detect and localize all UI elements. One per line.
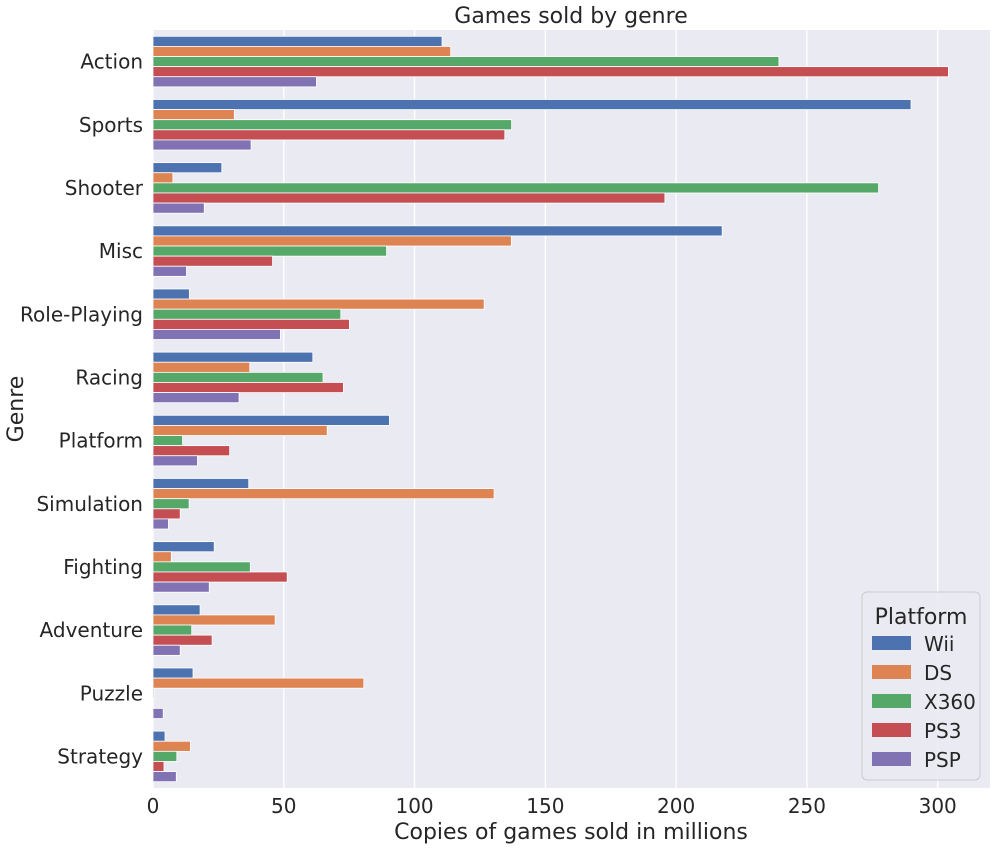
bar — [152, 361, 251, 373]
bar — [152, 435, 183, 447]
bar — [152, 192, 666, 204]
legend-items: Wii DS X360 PS3 PSP — [872, 632, 976, 772]
bar — [152, 687, 155, 699]
bar — [152, 425, 328, 436]
y-axis-label: Genre — [4, 376, 29, 443]
legend-swatch — [872, 752, 911, 766]
legend-label: PS3 — [924, 719, 961, 743]
x-tick-labels: 0 50 100 150 200 250 300 — [147, 794, 957, 818]
bar — [152, 571, 288, 583]
y-tick-label: Strategy — [57, 744, 143, 768]
x-tick-label: 300 — [919, 794, 957, 818]
y-tick-label: Misc — [99, 239, 143, 263]
chart-title: Games sold by genre — [454, 4, 687, 29]
bar — [152, 46, 452, 57]
bar — [152, 162, 223, 174]
y-tick-label: Adventure — [40, 618, 143, 642]
y-tick-label: Racing — [75, 365, 143, 389]
bar — [152, 541, 215, 553]
bar — [152, 614, 276, 626]
bar — [152, 761, 165, 772]
legend-swatch — [872, 723, 911, 737]
bar — [152, 318, 350, 330]
bar — [152, 455, 198, 467]
x-tick-label: 250 — [788, 794, 826, 818]
bar — [152, 308, 342, 320]
y-tick-label: Fighting — [63, 555, 143, 579]
bar — [152, 392, 240, 404]
bar — [152, 99, 912, 110]
legend-swatch — [872, 694, 911, 708]
bar — [152, 56, 780, 68]
bar — [152, 677, 365, 689]
bar — [152, 382, 344, 393]
bar — [152, 235, 512, 247]
legend: Platform Wii DS X360 PS3 PSP — [861, 591, 981, 781]
plot-background — [153, 30, 990, 788]
bar — [152, 644, 181, 656]
bar — [152, 478, 250, 489]
bar — [152, 414, 390, 426]
y-tick-label: Sports — [79, 113, 143, 137]
bar — [152, 604, 201, 616]
bar — [152, 265, 187, 277]
bar — [152, 730, 166, 742]
x-tick-label: 200 — [657, 794, 695, 818]
bar — [152, 740, 191, 752]
bar — [152, 498, 190, 510]
x-tick-label: 0 — [147, 794, 160, 818]
bar — [152, 445, 231, 457]
legend-title: Platform — [875, 605, 968, 630]
legend-label: PSP — [924, 748, 961, 772]
bar — [152, 172, 174, 184]
x-tick-label: 100 — [395, 794, 433, 818]
legend-label: Wii — [924, 632, 954, 656]
bar — [152, 225, 723, 237]
bar — [152, 298, 485, 310]
bar — [152, 109, 235, 121]
x-tick-label: 50 — [271, 794, 296, 818]
bar — [152, 771, 177, 783]
bar — [152, 245, 387, 257]
bar — [152, 488, 495, 500]
bar — [152, 708, 164, 719]
bar — [152, 351, 314, 363]
bar — [152, 139, 252, 151]
y-tick-label: Simulation — [36, 492, 143, 516]
bar — [152, 255, 273, 267]
bar — [152, 581, 210, 593]
y-tick-label: Shooter — [65, 176, 144, 200]
legend-label: DS — [924, 661, 952, 685]
legend-swatch — [872, 665, 911, 679]
bar — [152, 551, 172, 563]
bar — [152, 329, 281, 340]
y-tick-label: Action — [80, 50, 143, 74]
y-tick-label: Role-Playing — [20, 302, 143, 326]
bar — [152, 634, 213, 646]
x-axis-label: Copies of games sold in millions — [394, 820, 748, 845]
bar — [152, 66, 949, 78]
y-tick-labels: Action Sports Shooter Misc Role-Playing Racin… — [20, 50, 144, 769]
y-tick-label: Platform — [59, 429, 143, 453]
bar — [152, 750, 178, 762]
bar — [152, 129, 506, 141]
bar — [152, 288, 190, 300]
bar — [152, 667, 194, 679]
bar — [152, 624, 193, 636]
bar — [152, 518, 169, 530]
bar — [152, 508, 181, 520]
bar — [152, 202, 205, 214]
y-tick-label: Puzzle — [80, 681, 143, 705]
bar — [152, 76, 317, 88]
bar — [152, 371, 324, 383]
x-tick-label: 150 — [526, 794, 564, 818]
legend-label: X360 — [924, 690, 976, 714]
legend-swatch — [872, 636, 911, 650]
bar — [152, 35, 443, 47]
bar — [152, 182, 879, 194]
bars — [152, 35, 949, 783]
bar — [152, 561, 251, 573]
bar — [152, 119, 513, 131]
